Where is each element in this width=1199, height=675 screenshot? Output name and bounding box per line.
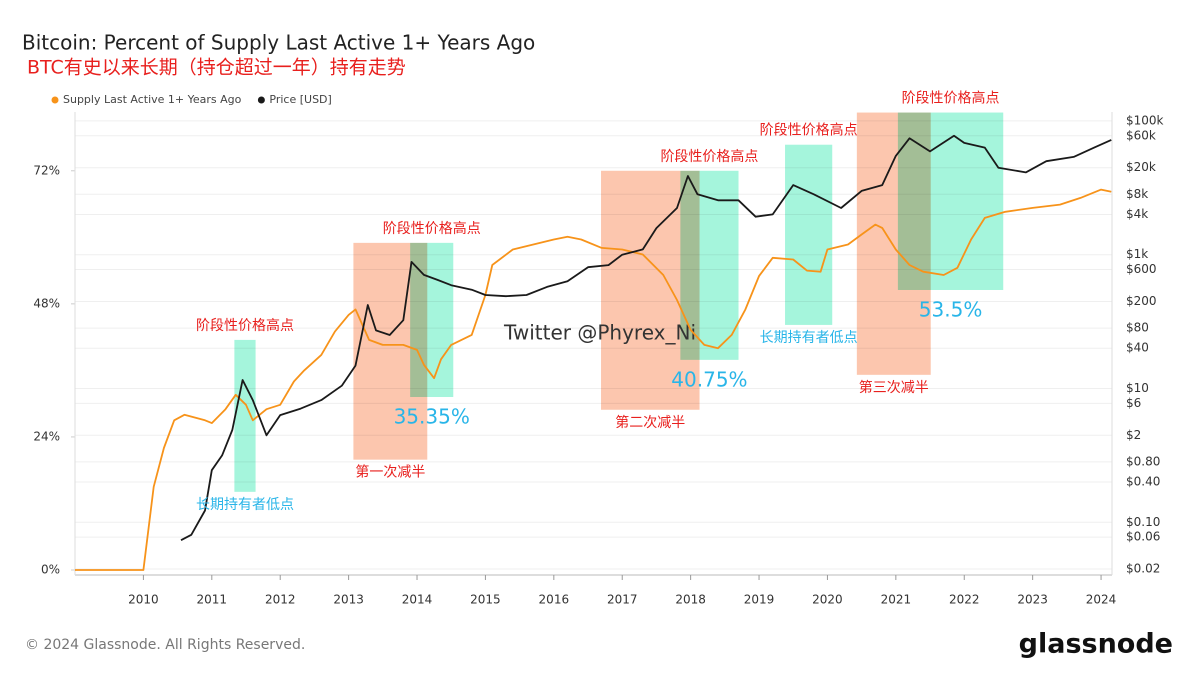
- series-line: [180, 134, 1112, 541]
- y2-tick-label: $60k: [1126, 128, 1156, 142]
- y2-tick-label: $4k: [1126, 207, 1148, 221]
- region-label: 35.35%: [394, 405, 470, 429]
- highlight-region: [234, 339, 256, 492]
- x-tick-label: 2020: [812, 593, 843, 607]
- region-label: 第三次减半: [859, 379, 929, 396]
- y2-tick-label: $200: [1126, 294, 1157, 308]
- legend-marker: [257, 96, 265, 104]
- chart-subtitle: BTC有史以来长期（持仓超过一年）持有走势: [27, 57, 406, 79]
- y2-tick-label: $0.80: [1126, 454, 1160, 468]
- region-label: 40.75%: [671, 367, 747, 391]
- footer: © 2024 Glassnode. All Rights Reserved.: [25, 637, 305, 653]
- y2-tick-label: $40: [1126, 341, 1149, 355]
- y-tick-label: 48%: [33, 296, 60, 310]
- x-tick-label: 2021: [881, 593, 912, 607]
- legend-label: Price [USD]: [269, 93, 331, 106]
- region-label: 第一次减半: [355, 464, 425, 481]
- y2-tick-label: $2: [1126, 428, 1141, 442]
- x-tick-label: 2024: [1086, 593, 1117, 607]
- y2-tick-label: $80: [1126, 321, 1149, 335]
- region-label: 长期持有者低点: [760, 330, 858, 346]
- y2-tick-label: $0.10: [1126, 515, 1160, 529]
- y2-tick-label: $8k: [1126, 187, 1148, 201]
- chart-title: Bitcoin: Percent of Supply Last Active 1…: [22, 31, 535, 55]
- x-tick-label: 2011: [197, 593, 228, 607]
- x-tick-label: 2015: [470, 593, 501, 607]
- y2-tick-label: $600: [1126, 262, 1157, 276]
- watermark: Twitter @Phyrex_Ni: [503, 321, 696, 345]
- region-label: 阶段性价格高点: [902, 90, 1000, 107]
- y2-tick-label: $0.06: [1126, 530, 1160, 544]
- region-label: 阶段性价格高点: [760, 122, 858, 139]
- x-tick-label: 2013: [333, 593, 364, 607]
- y2-tick-label: $6: [1126, 396, 1141, 410]
- y2-tick-label: $20k: [1126, 160, 1156, 174]
- y-tick-label: 24%: [33, 429, 60, 443]
- y2-tick-label: $1k: [1126, 247, 1148, 261]
- x-tick-label: 2019: [744, 593, 775, 607]
- y2-tick-label: $0.02: [1126, 562, 1160, 576]
- legend-label: Supply Last Active 1+ Years Ago: [63, 93, 242, 106]
- x-tick-label: 2023: [1017, 593, 1048, 607]
- x-tick-label: 2010: [128, 593, 159, 607]
- brand: glassnode: [1019, 629, 1173, 660]
- x-tick-label: 2022: [949, 593, 980, 607]
- x-tick-label: 2014: [402, 593, 433, 607]
- x-tick-label: 2017: [607, 593, 638, 607]
- region-label: 阶段性价格高点: [196, 317, 294, 334]
- region-label: 阶段性价格高点: [660, 148, 758, 165]
- y-tick-label: 0%: [41, 563, 60, 577]
- x-tick-label: 2018: [675, 593, 706, 607]
- highlight-region: [785, 144, 833, 325]
- x-tick-label: 2016: [539, 593, 570, 607]
- y2-tick-label: $10: [1126, 381, 1149, 395]
- y2-tick-label: $100k: [1126, 113, 1164, 127]
- series-line: [75, 188, 1112, 571]
- region-label: 长期持有者低点: [196, 497, 294, 513]
- highlight-region: [897, 112, 1004, 290]
- region-label: 第二次减半: [615, 414, 685, 431]
- x-tick-label: 2012: [265, 593, 296, 607]
- y2-tick-label: $0.40: [1126, 475, 1160, 489]
- region-label: 阶段性价格高点: [383, 220, 481, 237]
- legend-marker: [51, 96, 59, 104]
- y-tick-label: 72%: [33, 163, 60, 177]
- region-label: 53.5%: [919, 297, 983, 321]
